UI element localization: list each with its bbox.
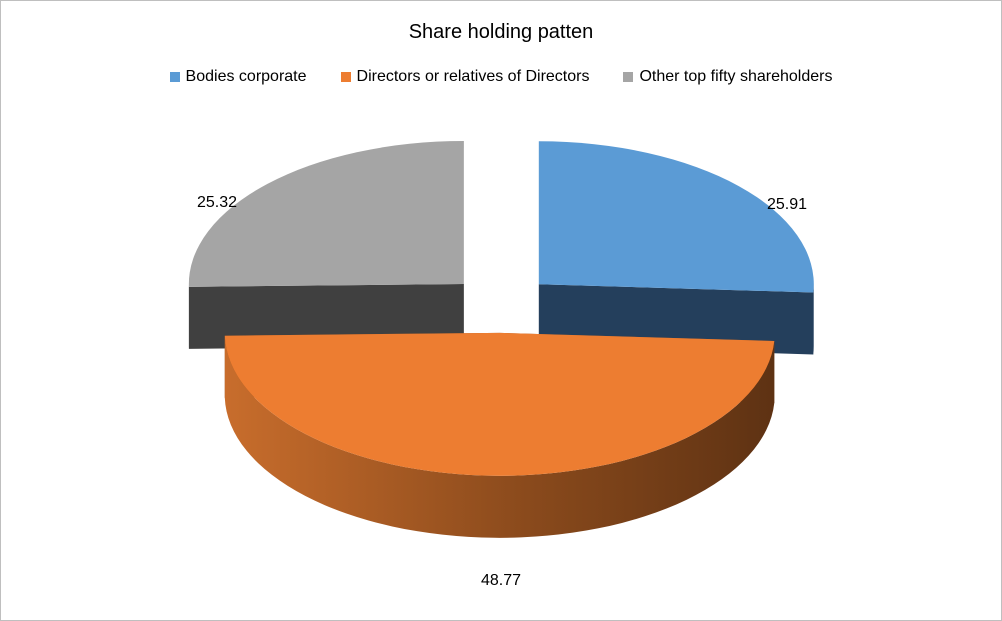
data-label-0: 25.91 [767,196,807,213]
pie-slice-top [538,141,814,293]
legend-swatch [623,72,634,82]
legend-item-other-top-fifty: Other top fifty shareholders [623,68,832,86]
pie-slice-side [224,335,775,538]
pie-slice-top [224,332,775,476]
pie-slice-0 [538,141,814,355]
legend-swatch [169,72,180,82]
legend: Bodies corporate Directors or relatives … [1,68,1001,86]
legend-label: Directors or relatives of Directors [356,68,590,85]
pie-slice-2 [188,140,464,349]
pie-slice-wall [188,283,464,349]
legend-item-directors: Directors or relatives of Directors [340,68,590,86]
legend-label: Other top fifty shareholders [639,68,833,85]
chart-title: Share holding patten [408,21,594,43]
data-label-1: 48.77 [481,572,521,589]
legend-label: Bodies corporate [185,68,307,85]
data-label-2: 25.32 [197,194,237,211]
legend-swatch [340,72,351,82]
pie-slice-1 [224,332,775,538]
legend-item-bodies-corporate: Bodies corporate [169,68,307,86]
pie-slice-top [188,140,464,287]
